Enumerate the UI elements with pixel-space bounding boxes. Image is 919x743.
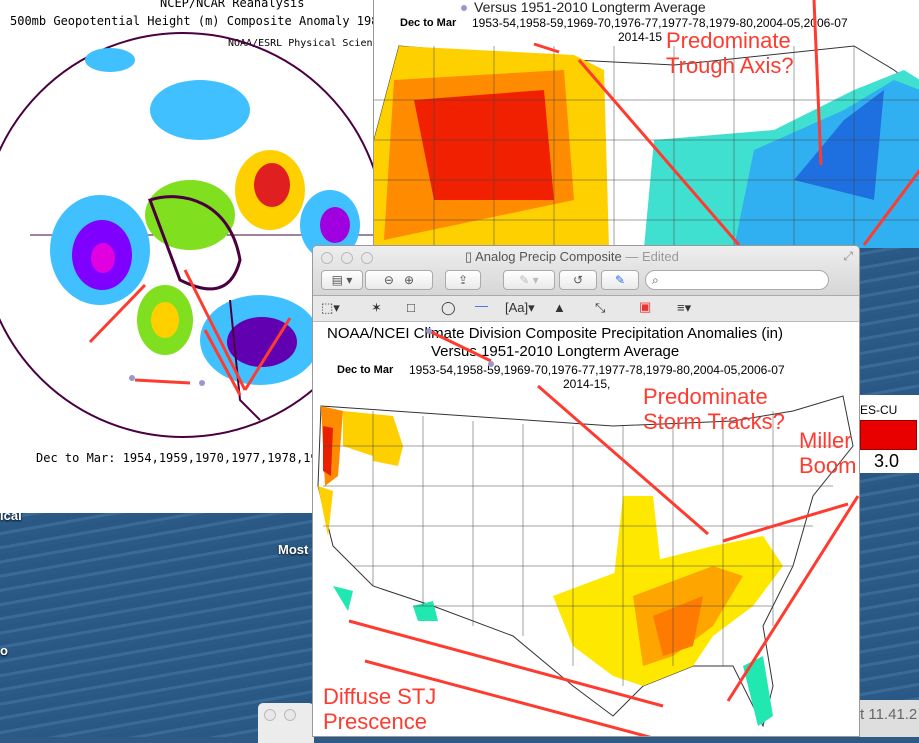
preview-window: ▯ Analog Precip Composite — Edited ⤢ ▤ ▾… xyxy=(312,245,860,737)
map-subheading: Versus 1951-2010 Longterm Average xyxy=(431,343,680,360)
map-title: NCEP/NCAR Reanalysis xyxy=(160,0,305,10)
annotation-trough-axis: Predominate Trough Axis? xyxy=(666,28,794,78)
share-button[interactable]: ⇪ xyxy=(445,270,481,290)
rotate-button[interactable]: ↺ xyxy=(559,270,597,290)
polar-anomaly-map xyxy=(0,32,375,438)
ellipse-icon[interactable]: ◯ xyxy=(441,300,456,315)
zoom-button[interactable] xyxy=(361,252,373,264)
markup-toolbar: ⬚▾ ✶ □ ◯ — [Aa]▾ ▲ ⤡ ▣ ≡▾ xyxy=(313,296,859,322)
zoom-controls[interactable]: ⊖ ⊕ xyxy=(365,270,433,290)
search-icon: ⌕ xyxy=(652,273,659,287)
legend-label: ES-CU xyxy=(860,403,898,417)
line-icon[interactable]: — xyxy=(475,298,488,313)
dates-label: Dec to Mar xyxy=(400,17,457,29)
rectangle-icon[interactable]: □ xyxy=(407,300,415,315)
border-color-icon[interactable]: ▣ xyxy=(639,299,652,314)
map-subtitle: 500mb Geopotential Height (m) Composite … xyxy=(10,14,375,28)
close-button[interactable] xyxy=(264,709,276,721)
fullscreen-icon[interactable]: ⤢ xyxy=(843,249,853,263)
map-subtitle: Versus 1951-2010 Longterm Average xyxy=(474,0,706,15)
zoom-in-icon[interactable]: ⊕ xyxy=(404,273,415,287)
markup-button[interactable]: ✎ xyxy=(601,270,639,290)
resize-icon[interactable]: ⤡ xyxy=(595,300,606,315)
desktop-label[interactable]: Most xyxy=(278,542,309,557)
annotation-stj: Diffuse STJ Prescence xyxy=(323,684,437,734)
document-icon: ▯ xyxy=(465,249,476,264)
desktop-label[interactable]: o xyxy=(0,643,8,658)
precipitation-anomaly-map xyxy=(317,328,859,736)
adjust-color-icon[interactable]: ▲ xyxy=(553,300,566,315)
dates-2: 2014-15 xyxy=(618,30,663,44)
map-credit: NOAA/ESRL Physical Science xyxy=(228,38,375,49)
selection-icon[interactable]: ⬚▾ xyxy=(321,300,340,315)
dates: 1953-54,1958-59,1969-70,1976-77,1977-78,… xyxy=(409,363,785,377)
window-title: ▯ Analog Precip Composite — Edited xyxy=(465,249,679,264)
legend-snippet: ES-CU 3.0 xyxy=(860,395,919,473)
annotation-storm-tracks: Predominate Storm Tracks? xyxy=(643,384,785,434)
sidebar-view-button[interactable]: ▤ ▾ xyxy=(321,270,363,290)
legend-value: 3.0 xyxy=(874,451,900,471)
dates-2: 2014-15, xyxy=(563,377,611,391)
search-field[interactable]: ⌕ xyxy=(645,270,829,290)
legend-color-box xyxy=(860,420,917,450)
magic-wand-icon[interactable]: ✶ xyxy=(371,300,382,315)
close-button[interactable] xyxy=(321,252,333,264)
title-toolbar: ▯ Analog Precip Composite — Edited ⤢ ▤ ▾… xyxy=(313,246,859,296)
dates: 1953-54,1958-59,1969-70,1976-77,1977-78,… xyxy=(472,16,848,30)
map-footer: Dec to Mar: 1954,1959,1970,1977,1978,198 xyxy=(36,451,325,465)
minimize-button[interactable] xyxy=(341,252,353,264)
text-icon[interactable]: [Aa]▾ xyxy=(505,300,535,315)
annotation-miller-boom: Miller Boom xyxy=(799,428,857,478)
temperature-map-window: Versus 1951-2010 Longterm Average Dec to… xyxy=(373,0,919,248)
line-style-icon[interactable]: ≡▾ xyxy=(677,300,692,315)
zoom-out-icon[interactable]: ⊖ xyxy=(383,273,394,287)
polar-map-window: NCEP/NCAR Reanalysis 500mb Geopotential … xyxy=(0,0,375,513)
clock-fragment: t 11.41.2 xyxy=(858,700,919,737)
signature-button[interactable]: ✎ ▾ xyxy=(503,270,555,290)
minimize-button[interactable] xyxy=(284,709,296,721)
background-window xyxy=(258,703,314,743)
temperature-anomaly-map xyxy=(374,0,919,248)
dates-label: Dec to Mar xyxy=(337,364,394,376)
